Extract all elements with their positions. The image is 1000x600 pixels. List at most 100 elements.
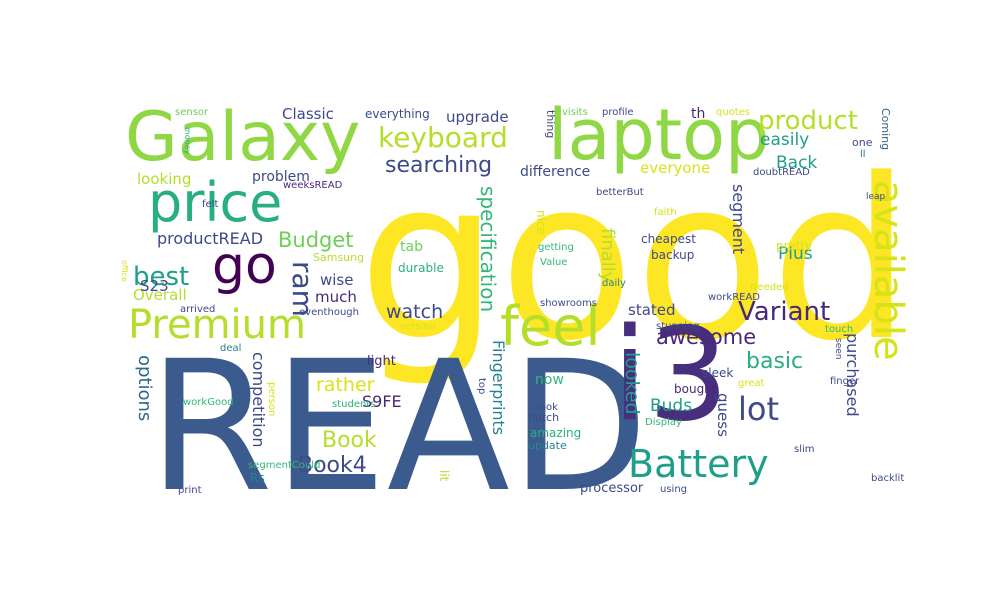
word-book4: Book4: [298, 453, 367, 478]
word-difference: difference: [520, 164, 591, 180]
word-getting: getting: [538, 242, 574, 253]
word-office: office: [120, 260, 129, 282]
word-premium: Premium: [128, 302, 306, 348]
word-print: print: [178, 485, 202, 496]
word-product: product: [758, 106, 859, 136]
word-seen: seen: [833, 338, 843, 360]
word-rs: Rs: [250, 471, 265, 485]
word-thing: thing: [544, 110, 557, 139]
word-budget: Budget: [278, 228, 354, 252]
word-fingerprints: Fingerprints: [489, 340, 508, 436]
word-arrived: arrived: [180, 304, 216, 315]
word-classic: Classic: [282, 105, 334, 123]
word-daily: daily: [602, 278, 626, 289]
word-one: one: [852, 136, 873, 149]
word-easily: easily: [760, 130, 810, 150]
word-quotes: quotes: [716, 107, 751, 118]
word-everything: everything: [365, 107, 430, 121]
word-available: available: [865, 180, 911, 361]
word-buds: Buds: [650, 396, 693, 416]
word-nice: nice: [534, 210, 548, 235]
word-now: now: [535, 372, 564, 388]
word-best: best: [133, 262, 190, 292]
word-options: options: [134, 355, 155, 422]
word-upgrade: upgrade: [446, 108, 509, 126]
word-leap: leap: [866, 192, 886, 202]
word-specification: specification: [476, 186, 500, 313]
word-workread: workREAD: [708, 292, 761, 303]
word-slim: slim: [794, 444, 815, 455]
word-s9fe: S9FE: [362, 392, 402, 411]
word-visits: visits: [562, 107, 588, 118]
word-tab: tab: [400, 239, 423, 255]
word-wise: wise: [320, 271, 354, 289]
word-searching: searching: [385, 153, 493, 178]
word-deal: deal: [220, 343, 242, 354]
word-overall: Overall: [133, 286, 187, 304]
word-purchased: purchased: [843, 333, 862, 417]
word-i3: i3: [612, 301, 729, 450]
word-great: great: [738, 378, 765, 389]
word-th: th: [691, 106, 706, 122]
word-ll: ll: [860, 149, 866, 160]
word-lot: lot: [738, 390, 780, 428]
word-looking: looking: [137, 170, 192, 188]
word-feel: feel: [500, 295, 601, 358]
word-sleek: sleek: [702, 366, 734, 380]
word-read: READ: [148, 323, 649, 532]
word-bought: bought: [674, 382, 717, 396]
word-price: price: [148, 171, 283, 234]
word-students: students: [332, 399, 376, 410]
word-competition: competition: [249, 352, 268, 448]
word-battery: Battery: [628, 442, 769, 486]
word-finally: finally: [597, 228, 618, 283]
word-eventhough: eventhough: [299, 307, 359, 318]
word-looked: looked: [621, 352, 643, 415]
word-cheapest: cheapest: [641, 232, 696, 246]
word-backlit: backlit: [871, 473, 905, 484]
word-back: Back: [776, 153, 818, 173]
word-version: version: [399, 321, 436, 332]
word-faith: faith: [654, 207, 677, 218]
word-sensor: sensor: [175, 107, 209, 118]
word-backup: backup: [651, 248, 695, 262]
word-amazing: amazing: [530, 426, 582, 440]
word-took: took: [536, 402, 558, 413]
word-using: using: [660, 484, 688, 495]
word-laptop: laptop: [548, 94, 770, 176]
word-felt: felt: [202, 199, 219, 210]
word-good: good: [358, 132, 912, 390]
word-awesome: awesome: [656, 325, 757, 349]
word-durable: durable: [398, 261, 444, 275]
word-everyone: everyone: [640, 159, 711, 177]
word-productread: productREAD: [157, 229, 264, 248]
word-update: update: [528, 439, 567, 452]
word-person: person: [266, 382, 277, 417]
word-watch: watch: [386, 301, 444, 323]
word-plus: Plus: [778, 244, 813, 264]
word-galaxy: Galaxy: [125, 98, 361, 177]
word-problem: problem: [252, 169, 310, 185]
word-money: money: [183, 127, 192, 155]
word-showrooms: showrooms: [540, 298, 597, 309]
word-lit: lit: [437, 470, 451, 482]
word-profile: profile: [602, 107, 634, 118]
word-basic: basic: [746, 349, 804, 374]
word-book: Book: [322, 428, 377, 453]
word-stunning: stunning: [656, 321, 700, 332]
word-processor: processor: [580, 481, 644, 496]
word-light: light: [367, 354, 396, 369]
word-samsung: Samsung: [313, 251, 365, 264]
word-finger: finger: [830, 376, 860, 387]
word-notch: notch: [528, 411, 560, 424]
word-value: Value: [540, 257, 568, 268]
word-betterbut: betterBut: [596, 187, 644, 198]
word-variant: Variant: [738, 297, 831, 327]
word-doubtread: doubtREAD: [753, 167, 810, 178]
word-guess: guess: [714, 393, 732, 437]
word-workgood: workGood: [183, 397, 234, 408]
word-display: Display: [645, 417, 682, 428]
word-needed: Needed: [750, 282, 789, 293]
word-keyboard: keyboard: [378, 121, 508, 154]
